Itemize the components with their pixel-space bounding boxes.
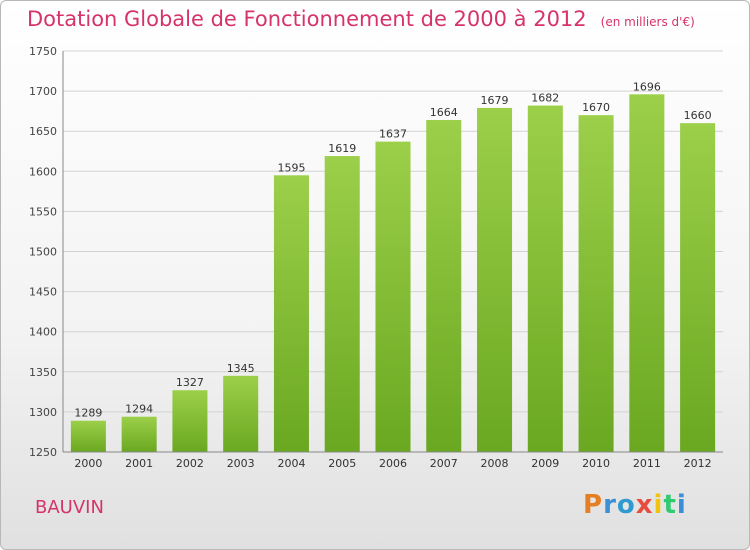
bar-value-label: 1637 bbox=[379, 128, 407, 141]
logo-letter: i bbox=[676, 490, 687, 520]
y-tick-label: 1700 bbox=[29, 85, 57, 98]
x-tick-label: 2002 bbox=[176, 457, 204, 470]
bar bbox=[70, 420, 106, 452]
bar bbox=[375, 141, 411, 452]
bar bbox=[324, 156, 360, 452]
bar bbox=[680, 123, 716, 453]
x-tick-label: 2001 bbox=[125, 457, 153, 470]
x-tick-label: 2010 bbox=[582, 457, 610, 470]
logo-letter: t bbox=[663, 490, 677, 520]
bar-value-label: 1289 bbox=[74, 407, 102, 420]
logo-letter: x bbox=[635, 490, 654, 520]
x-tick-label: 2012 bbox=[684, 457, 712, 470]
bar bbox=[527, 105, 563, 452]
bar-value-label: 1660 bbox=[684, 109, 712, 122]
y-tick-label: 1300 bbox=[29, 406, 57, 419]
bar-value-label: 1345 bbox=[227, 362, 255, 375]
bar bbox=[426, 119, 462, 453]
bar bbox=[629, 94, 665, 453]
y-tick-label: 1500 bbox=[29, 246, 57, 259]
bar bbox=[477, 107, 513, 452]
y-tick-label: 1350 bbox=[29, 366, 57, 379]
chart-title: Dotation Globale de Fonctionnement de 20… bbox=[27, 7, 695, 31]
y-tick-label: 1650 bbox=[29, 125, 57, 138]
bar-value-label: 1619 bbox=[328, 142, 356, 155]
bar-value-label: 1595 bbox=[277, 161, 305, 174]
commune-name: BAUVIN bbox=[35, 497, 104, 518]
proxiti-logo: Proxiti bbox=[583, 490, 687, 520]
bar-value-label: 1696 bbox=[633, 80, 661, 93]
bar-value-label: 1670 bbox=[582, 101, 610, 114]
x-tick-label: 2006 bbox=[379, 457, 407, 470]
x-tick-label: 2000 bbox=[74, 457, 102, 470]
chart-title-text: Dotation Globale de Fonctionnement de 20… bbox=[27, 7, 587, 31]
bar-value-label: 1664 bbox=[430, 106, 458, 119]
y-tick-label: 1600 bbox=[29, 165, 57, 178]
y-tick-label: 1550 bbox=[29, 205, 57, 218]
x-tick-label: 2003 bbox=[227, 457, 255, 470]
chart-unit: (en milliers d'€) bbox=[600, 15, 695, 29]
logo-letter: o bbox=[616, 490, 636, 520]
y-tick-label: 1400 bbox=[29, 326, 57, 339]
logo-letter: i bbox=[653, 490, 664, 520]
bar bbox=[223, 375, 259, 452]
logo-letter: P bbox=[583, 490, 604, 520]
bar bbox=[273, 175, 309, 452]
bar bbox=[121, 416, 157, 452]
bar-value-label: 1294 bbox=[125, 403, 153, 416]
bar bbox=[172, 390, 208, 452]
bar-value-label: 1679 bbox=[481, 94, 509, 107]
x-tick-label: 2005 bbox=[328, 457, 356, 470]
bar bbox=[578, 115, 614, 452]
x-tick-label: 2011 bbox=[633, 457, 661, 470]
x-tick-label: 2008 bbox=[481, 457, 509, 470]
y-tick-label: 1250 bbox=[29, 446, 57, 459]
axes: 1250 1300 1350 1400 1450 1500 1550 1600 1650 1700… bbox=[29, 45, 723, 470]
x-tick-label: 2004 bbox=[277, 457, 305, 470]
x-tick-label: 2009 bbox=[531, 457, 559, 470]
x-tick-label: 2007 bbox=[430, 457, 458, 470]
y-tick-label: 1450 bbox=[29, 286, 57, 299]
logo-letter: r bbox=[603, 490, 617, 520]
bar-value-label: 1327 bbox=[176, 376, 204, 389]
bar-value-label: 1682 bbox=[531, 92, 559, 105]
y-tick-label: 1750 bbox=[29, 45, 57, 58]
bars: 1289 1294 1327 1345 1595 1619 1637 1664 1679 1682… bbox=[70, 80, 716, 453]
